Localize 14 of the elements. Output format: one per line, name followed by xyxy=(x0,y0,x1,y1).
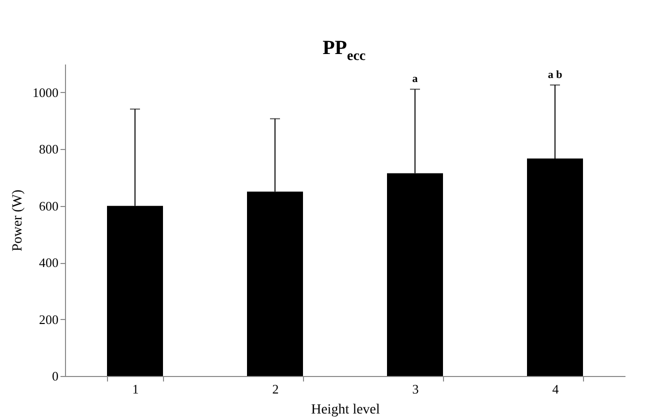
annotation: a b xyxy=(548,68,562,81)
y-tick-label: 200 xyxy=(39,312,58,327)
x-axis-title: Height level xyxy=(311,402,380,418)
x-tick-label: 1 xyxy=(132,382,139,396)
y-tick-label: 800 xyxy=(39,142,58,157)
x-tick-label: 4 xyxy=(552,382,560,396)
y-tick-label: 0 xyxy=(52,368,58,384)
x-tick-label: 2 xyxy=(272,382,279,396)
y-tick-label: 1000 xyxy=(32,84,58,100)
y-tick-label: 400 xyxy=(39,255,58,270)
y-tick-label: 600 xyxy=(39,198,58,214)
x-tick-label: 3 xyxy=(412,382,419,396)
y-axis-title: Power (W) xyxy=(10,189,26,252)
annotation: a xyxy=(412,73,418,86)
